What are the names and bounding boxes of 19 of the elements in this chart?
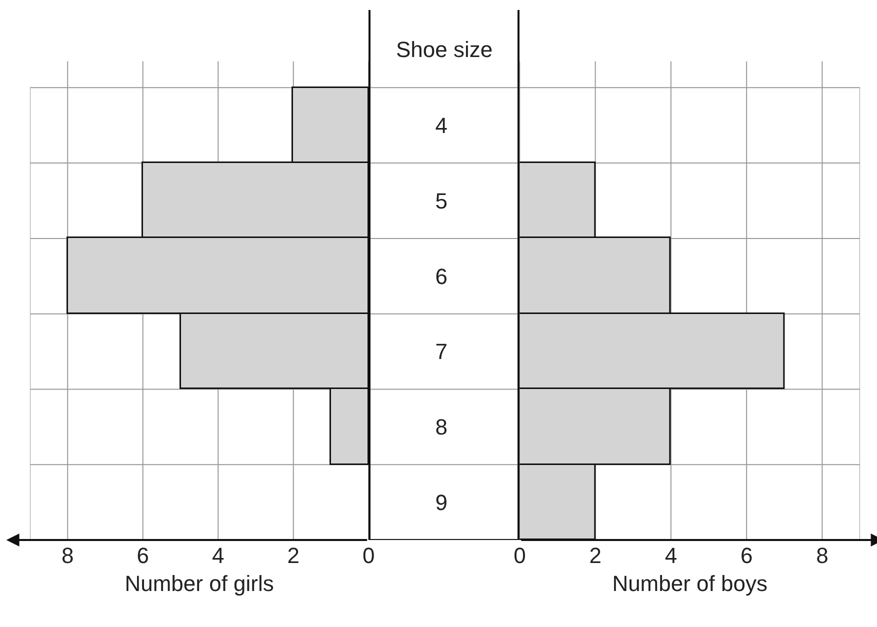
y-tick-label: 9 bbox=[435, 490, 448, 515]
x-tick-label: 2 bbox=[287, 543, 300, 568]
x-tick-label: 6 bbox=[136, 543, 150, 568]
x-axis-title: Number of boys bbox=[612, 570, 768, 596]
x-tick-label: 8 bbox=[62, 543, 74, 568]
x-tick-label: 0 bbox=[514, 543, 526, 568]
y-tick-label: 4 bbox=[435, 113, 448, 138]
x-tick-label: 4 bbox=[664, 543, 678, 568]
x-tick-label: 2 bbox=[589, 543, 602, 568]
y-tick-label: 6 bbox=[435, 264, 448, 289]
x-tick-label: 4 bbox=[212, 543, 224, 568]
x-tick-label: 6 bbox=[740, 543, 753, 568]
y-axis-title: Shoe size bbox=[396, 37, 493, 62]
x-tick-label: 8 bbox=[816, 543, 828, 568]
y-tick-label: 5 bbox=[435, 188, 448, 214]
x-tick-label: 0 bbox=[362, 543, 375, 568]
x-axis-title: Number of girls bbox=[124, 570, 274, 596]
y-tick-label: 7 bbox=[435, 339, 448, 364]
y-tick-label: 8 bbox=[435, 414, 448, 440]
